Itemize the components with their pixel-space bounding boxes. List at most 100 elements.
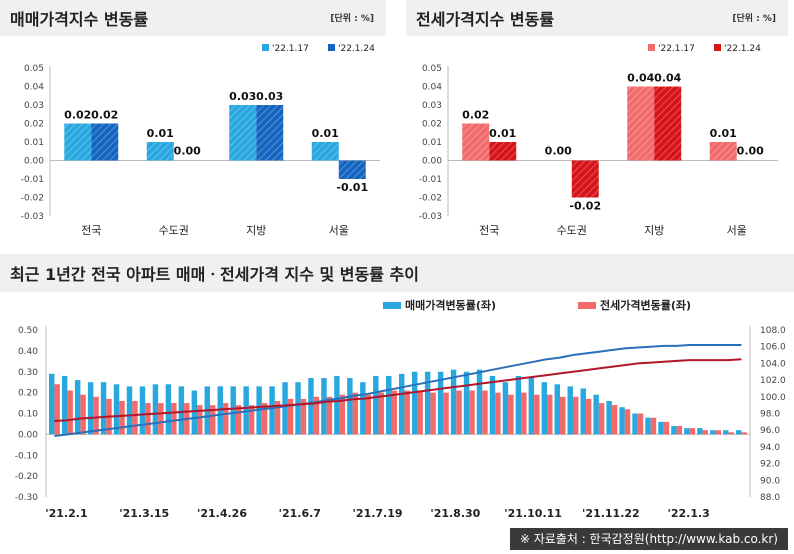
bar xyxy=(572,396,579,435)
bar xyxy=(495,392,501,435)
x-tick-label: '21.11.22 xyxy=(582,507,640,520)
bar xyxy=(715,430,721,435)
bar xyxy=(624,409,631,435)
bar xyxy=(399,373,405,435)
bar xyxy=(113,384,120,435)
bar xyxy=(534,394,540,435)
y-tick-label: -0.03 xyxy=(21,212,44,222)
bar xyxy=(443,392,449,435)
y-tick-label: 0.01 xyxy=(24,138,44,148)
category-label: 전국 xyxy=(81,224,101,237)
bar xyxy=(709,142,737,161)
legend-swatch xyxy=(714,44,721,51)
x-tick-label: '21.3.15 xyxy=(119,507,169,520)
bar xyxy=(339,394,346,435)
sale-change-chart: '22.1.17'22.1.240.050.040.030.020.010.00… xyxy=(21,44,380,237)
data-label: 0.00 xyxy=(174,145,201,158)
y-tick-label: 0.04 xyxy=(422,83,442,93)
y-tick-label: -0.02 xyxy=(419,194,442,204)
y2-tick-label: 102.0 xyxy=(760,376,786,386)
category-label: 지방 xyxy=(644,224,664,237)
data-label: 0.02 xyxy=(91,109,118,122)
bar xyxy=(378,392,384,435)
bar xyxy=(326,396,333,435)
bar xyxy=(489,142,517,161)
y-tick-label: 0.40 xyxy=(18,347,38,357)
bar xyxy=(456,390,462,435)
y2-tick-label: 98.0 xyxy=(760,410,780,420)
y-tick-label: 0.01 xyxy=(422,138,442,148)
bar xyxy=(671,426,677,435)
bar xyxy=(171,403,177,435)
y-tick-label: 0.02 xyxy=(24,120,44,130)
y-tick-label: 0.50 xyxy=(18,326,38,336)
bar xyxy=(308,378,314,435)
x-tick-label: '21.6.7 xyxy=(279,507,321,520)
bar xyxy=(598,403,605,435)
legend-swatch xyxy=(383,302,401,309)
bar xyxy=(178,386,185,435)
sale-panel-header: 매매가격지수 변동률 [단위 : %] xyxy=(0,0,386,36)
bar xyxy=(632,413,638,435)
data-label: 0.03 xyxy=(256,90,283,103)
bar xyxy=(256,105,284,161)
bar xyxy=(158,403,164,435)
bar xyxy=(658,421,664,435)
bar xyxy=(287,398,294,435)
y-tick-label: 0.00 xyxy=(18,430,38,440)
jeonse-panel-unit: [단위 : %] xyxy=(732,14,776,24)
data-label: 0.01 xyxy=(710,127,737,140)
x-tick-label: '21.2.1 xyxy=(45,507,87,520)
bar xyxy=(165,384,172,435)
bar xyxy=(132,400,138,435)
bar xyxy=(508,394,514,435)
bar xyxy=(191,390,198,435)
data-label: 0.04 xyxy=(627,72,654,85)
y2-tick-label: 90.0 xyxy=(760,476,780,486)
data-label: -0.02 xyxy=(569,200,601,213)
bar xyxy=(404,390,410,435)
bar xyxy=(282,382,288,435)
bar xyxy=(91,123,119,161)
legend-label: 전세가격변동률(좌) xyxy=(600,298,691,312)
bar xyxy=(391,390,397,435)
bar xyxy=(521,392,527,435)
bar xyxy=(74,380,81,435)
bar xyxy=(49,373,55,435)
bar xyxy=(502,382,509,435)
y-tick-label: 0.02 xyxy=(422,120,442,130)
y2-tick-label: 94.0 xyxy=(760,443,780,453)
jeonse-panel-title: 전세가격지수 변동률 xyxy=(416,10,555,29)
trend-panel-header: 최근 1년간 전국 아파트 매매ㆍ전세가격 지수 및 변동률 추이 xyxy=(0,254,794,292)
data-label: 0.01 xyxy=(489,127,516,140)
bar xyxy=(197,405,203,435)
bar xyxy=(61,375,68,435)
x-tick-label: '21.8.30 xyxy=(430,507,480,520)
data-label: 0.04 xyxy=(654,72,681,85)
bar xyxy=(702,430,709,435)
bar xyxy=(619,407,625,435)
trend-panel-title: 최근 1년간 전국 아파트 매매ㆍ전세가격 지수 및 변동률 추이 xyxy=(10,265,419,284)
legend-swatch xyxy=(648,44,655,51)
bar xyxy=(424,371,431,435)
bar xyxy=(360,382,366,435)
x-tick-label: '21.10.11 xyxy=(504,507,562,520)
bar xyxy=(269,386,275,435)
bar xyxy=(210,405,216,435)
bar xyxy=(338,160,366,179)
bar xyxy=(710,430,716,435)
bar xyxy=(585,398,592,435)
y-tick-label: 0.05 xyxy=(422,64,442,74)
bar xyxy=(567,386,573,435)
bar xyxy=(528,378,535,435)
bar xyxy=(295,382,301,435)
legend-label: '22.1.17 xyxy=(272,44,309,54)
data-label: 0.02 xyxy=(462,109,489,122)
bar xyxy=(723,430,729,435)
data-label: 0.01 xyxy=(312,127,339,140)
jeonse-index-line xyxy=(54,358,742,422)
category-label: 지방 xyxy=(246,224,266,237)
bar xyxy=(352,392,359,435)
legend-label: '22.1.24 xyxy=(338,44,375,54)
bar xyxy=(462,123,490,161)
